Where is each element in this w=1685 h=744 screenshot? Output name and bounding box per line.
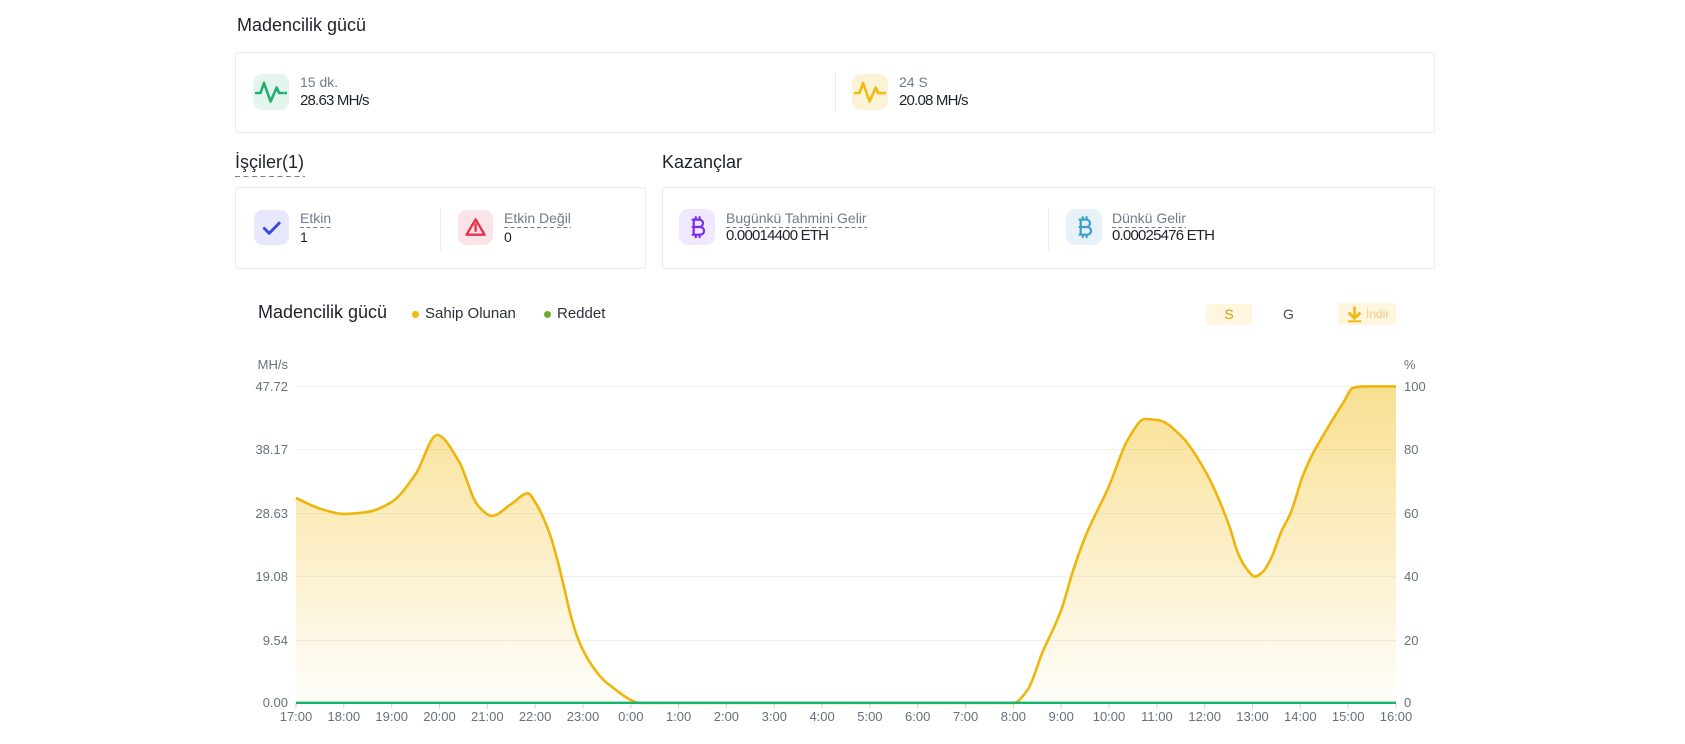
svg-text:15:00: 15:00: [1332, 709, 1365, 724]
svg-text:7:00: 7:00: [953, 709, 978, 724]
svg-text:4:00: 4:00: [809, 709, 834, 724]
svg-text:40: 40: [1404, 569, 1418, 584]
svg-text:5:00: 5:00: [857, 709, 882, 724]
svg-text:23:00: 23:00: [567, 709, 600, 724]
svg-text:9.54: 9.54: [263, 633, 288, 648]
svg-text:80: 80: [1404, 442, 1418, 457]
svg-text:19.08: 19.08: [255, 569, 288, 584]
svg-text:9:00: 9:00: [1049, 709, 1074, 724]
svg-text:3:00: 3:00: [762, 709, 787, 724]
svg-text:2:00: 2:00: [714, 709, 739, 724]
svg-text:22:00: 22:00: [519, 709, 552, 724]
svg-text:12:00: 12:00: [1188, 709, 1221, 724]
svg-text:0.00: 0.00: [263, 695, 288, 710]
svg-text:6:00: 6:00: [905, 709, 930, 724]
svg-text:21:00: 21:00: [471, 709, 504, 724]
svg-text:17:00: 17:00: [280, 709, 313, 724]
svg-text:0: 0: [1404, 695, 1411, 710]
svg-text:20:00: 20:00: [423, 709, 456, 724]
svg-text:16:00: 16:00: [1380, 709, 1413, 724]
svg-text:0:00: 0:00: [618, 709, 643, 724]
svg-text:10:00: 10:00: [1093, 709, 1126, 724]
svg-text:1:00: 1:00: [666, 709, 691, 724]
svg-text:14:00: 14:00: [1284, 709, 1317, 724]
svg-text:%: %: [1404, 357, 1416, 372]
svg-text:19:00: 19:00: [375, 709, 408, 724]
svg-text:11:00: 11:00: [1141, 709, 1173, 724]
svg-text:13:00: 13:00: [1236, 709, 1269, 724]
svg-text:100: 100: [1404, 379, 1426, 394]
svg-text:28.63: 28.63: [255, 506, 288, 521]
svg-text:60: 60: [1404, 506, 1418, 521]
svg-text:20: 20: [1404, 633, 1418, 648]
svg-text:8:00: 8:00: [1001, 709, 1026, 724]
svg-text:MH/s: MH/s: [258, 357, 289, 372]
svg-text:47.72: 47.72: [255, 379, 288, 394]
svg-text:38.17: 38.17: [255, 442, 288, 457]
svg-text:18:00: 18:00: [328, 709, 361, 724]
